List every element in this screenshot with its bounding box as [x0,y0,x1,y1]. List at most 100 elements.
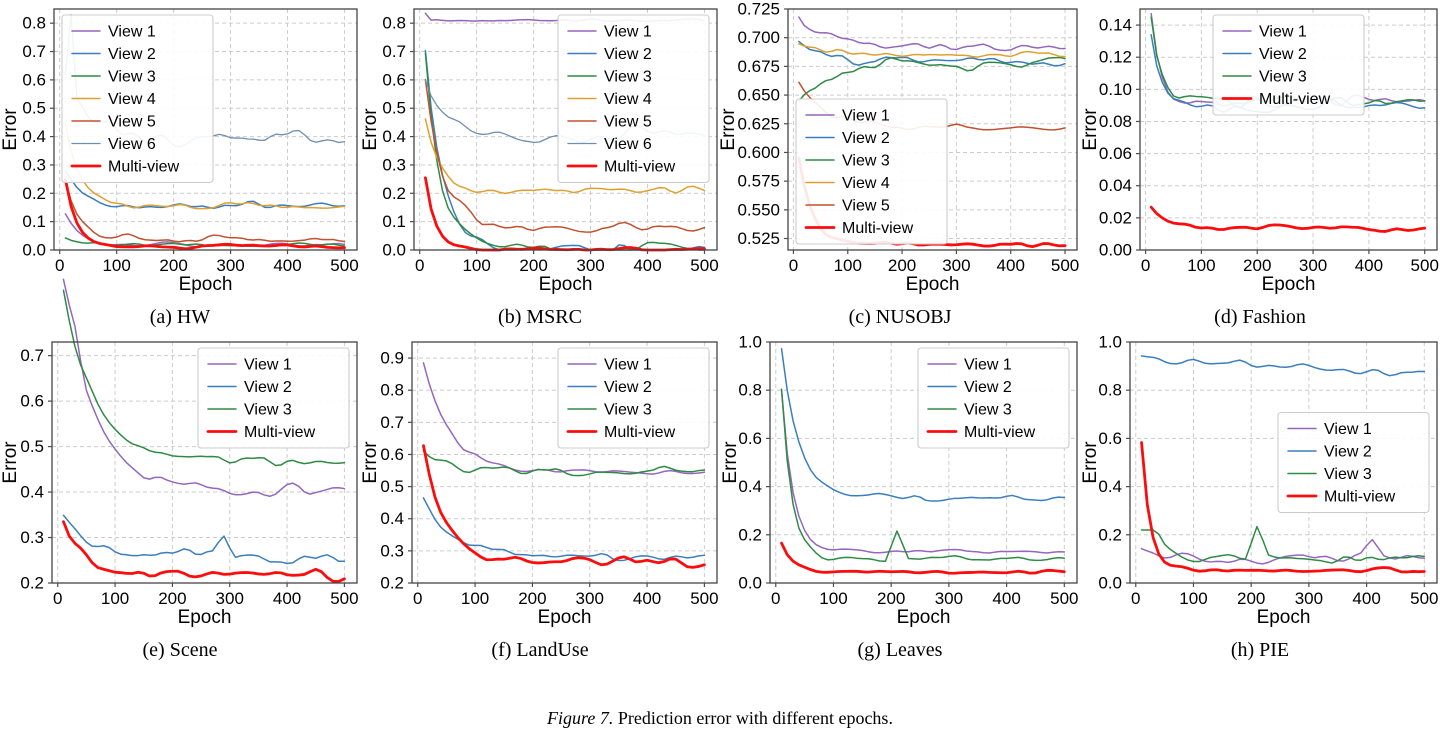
svg-text:0.650: 0.650 [737,86,780,105]
svg-text:View 1: View 1 [244,357,292,374]
svg-text:Epoch: Epoch [179,274,233,295]
svg-text:View 3: View 3 [244,402,292,419]
svg-text:400: 400 [633,589,661,608]
svg-text:100: 100 [461,589,489,608]
svg-text:400: 400 [633,256,661,275]
svg-text:View 2: View 2 [108,46,156,63]
svg-text:Epoch: Epoch [538,607,592,628]
svg-text:0.2: 0.2 [1098,525,1122,544]
svg-text:Multi-view: Multi-view [964,424,1036,441]
svg-text:View 2: View 2 [842,130,890,147]
svg-text:0.3: 0.3 [382,155,406,174]
svg-text:View 4: View 4 [108,91,156,108]
svg-text:300: 300 [576,256,604,275]
svg-text:Multi-view: Multi-view [244,424,316,441]
svg-text:View 1: View 1 [1324,421,1372,438]
svg-text:100: 100 [1179,589,1207,608]
svg-text:0.06: 0.06 [1099,144,1132,163]
svg-text:Error: Error [720,441,741,484]
svg-text:0: 0 [1141,256,1150,275]
svg-text:200: 200 [518,589,546,608]
svg-text:0.02: 0.02 [1099,208,1132,227]
svg-text:View 1: View 1 [604,357,652,374]
svg-text:200: 200 [877,589,905,608]
svg-text:0.625: 0.625 [737,114,780,133]
svg-text:Error: Error [360,441,381,484]
svg-text:View 3: View 3 [964,402,1012,419]
svg-text:View 2: View 2 [1324,444,1372,461]
svg-text:0.575: 0.575 [737,172,780,191]
svg-text:View 4: View 4 [842,175,890,192]
svg-text:400: 400 [273,256,301,275]
svg-text:1.0: 1.0 [1098,333,1122,352]
svg-text:0.5: 0.5 [380,477,404,496]
svg-text:View 5: View 5 [604,114,652,131]
svg-text:500: 500 [330,589,358,608]
svg-text:0.7: 0.7 [382,42,406,61]
svg-text:0.10: 0.10 [1099,80,1132,99]
svg-text:0.12: 0.12 [1099,48,1132,67]
svg-text:View 3: View 3 [1324,466,1372,483]
svg-text:0.5: 0.5 [20,437,44,456]
svg-text:100: 100 [1187,256,1215,275]
svg-text:0.550: 0.550 [737,200,780,219]
svg-text:View 6: View 6 [108,136,156,153]
svg-text:0.2: 0.2 [380,574,404,593]
svg-text:100: 100 [834,256,862,275]
svg-text:300: 300 [216,589,244,608]
svg-text:0.5: 0.5 [382,99,406,118]
svg-text:400: 400 [1355,256,1383,275]
svg-text:Epoch: Epoch [897,607,951,628]
svg-text:Epoch: Epoch [906,274,960,295]
svg-text:0.7: 0.7 [380,413,404,432]
svg-text:1.0: 1.0 [738,333,762,352]
svg-text:0.2: 0.2 [20,574,44,593]
svg-text:View 4: View 4 [604,91,652,108]
svg-text:View 2: View 2 [1259,46,1307,63]
svg-text:200: 200 [888,256,916,275]
svg-text:Epoch: Epoch [178,607,232,628]
svg-text:0.4: 0.4 [382,127,406,146]
svg-text:0.04: 0.04 [1099,176,1132,195]
svg-text:View 1: View 1 [108,24,156,41]
svg-text:300: 300 [1295,589,1323,608]
svg-text:0.3: 0.3 [22,155,46,174]
svg-text:View 5: View 5 [842,198,890,215]
svg-text:0.4: 0.4 [20,483,44,502]
svg-text:View 1: View 1 [604,24,652,41]
svg-text:100: 100 [462,256,490,275]
svg-text:0.4: 0.4 [380,509,404,528]
svg-text:Multi-view: Multi-view [604,159,676,176]
svg-text:300: 300 [1299,256,1327,275]
svg-text:500: 500 [1411,256,1439,275]
svg-text:200: 200 [1237,589,1265,608]
svg-text:500: 500 [1410,589,1438,608]
svg-text:0.08: 0.08 [1099,112,1132,131]
svg-text:Multi-view: Multi-view [604,424,676,441]
svg-text:0.6: 0.6 [380,445,404,464]
svg-text:0: 0 [1131,589,1140,608]
svg-text:0.4: 0.4 [22,127,46,146]
svg-text:Error: Error [0,108,21,151]
svg-text:0.5: 0.5 [22,99,46,118]
svg-text:0.1: 0.1 [22,212,46,231]
svg-text:0.6: 0.6 [1098,429,1122,448]
svg-text:0.3: 0.3 [20,528,44,547]
svg-text:0.525: 0.525 [737,229,780,248]
svg-text:0.6: 0.6 [22,70,46,89]
svg-text:0: 0 [413,589,422,608]
svg-text:300: 300 [942,256,970,275]
svg-text:Multi-view: Multi-view [108,159,180,176]
svg-text:0: 0 [55,256,64,275]
svg-text:300: 300 [576,589,604,608]
svg-text:400: 400 [273,589,301,608]
svg-text:200: 200 [159,256,187,275]
svg-text:500: 500 [690,589,718,608]
svg-text:0.7: 0.7 [20,346,44,365]
svg-text:Error: Error [360,108,381,151]
svg-text:100: 100 [819,589,847,608]
svg-text:500: 500 [330,256,358,275]
svg-text:View 6: View 6 [604,136,652,153]
svg-text:View 3: View 3 [604,402,652,419]
svg-text:400: 400 [992,589,1020,608]
